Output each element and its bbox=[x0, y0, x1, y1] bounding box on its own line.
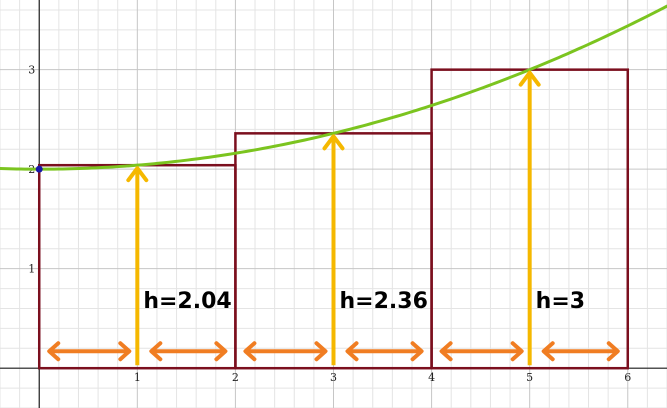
x-tick-label: 5 bbox=[526, 371, 533, 384]
width-arrowhead-right bbox=[314, 341, 328, 362]
width-arrowhead-left bbox=[439, 341, 453, 362]
width-arrowhead-right bbox=[410, 341, 424, 362]
width-arrowhead-left bbox=[47, 341, 61, 362]
y-tick-label: 1 bbox=[28, 263, 35, 276]
x-tick-label: 6 bbox=[624, 371, 631, 384]
width-arrowhead-right bbox=[510, 341, 524, 362]
x-tick-label: 4 bbox=[428, 371, 435, 384]
width-arrowhead-right bbox=[214, 341, 228, 362]
width-arrowhead-left bbox=[149, 341, 163, 362]
x-tick-label: 2 bbox=[232, 371, 239, 384]
curve-layer bbox=[0, 4, 667, 173]
arrows bbox=[47, 70, 620, 366]
width-arrowhead-left bbox=[243, 341, 257, 362]
height-arrowhead bbox=[322, 134, 345, 151]
width-arrowhead-right bbox=[118, 341, 132, 362]
width-arrowhead-left bbox=[541, 341, 555, 362]
height-label: h=2.36 bbox=[340, 289, 428, 314]
curve bbox=[0, 4, 667, 171]
height-label: h=3 bbox=[536, 289, 585, 314]
y-tick-label: 3 bbox=[28, 64, 35, 77]
x-tick-label: 1 bbox=[134, 371, 141, 384]
width-arrowhead-right bbox=[606, 341, 620, 362]
height-labels: h=2.04 h=2.36 h=3 bbox=[143, 289, 585, 314]
start-point bbox=[35, 165, 43, 173]
height-arrowhead bbox=[518, 70, 541, 87]
height-arrowhead bbox=[126, 166, 149, 183]
width-arrowhead-left bbox=[345, 341, 359, 362]
x-tick-label: 3 bbox=[330, 371, 337, 384]
height-label: h=2.04 bbox=[143, 289, 231, 314]
